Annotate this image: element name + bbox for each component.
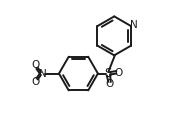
Text: O: O (114, 68, 123, 78)
Text: O: O (31, 77, 39, 87)
Text: N: N (39, 69, 47, 78)
Text: N: N (130, 20, 138, 30)
Text: O: O (105, 79, 114, 89)
Text: O: O (31, 60, 39, 70)
Text: S: S (104, 67, 112, 80)
